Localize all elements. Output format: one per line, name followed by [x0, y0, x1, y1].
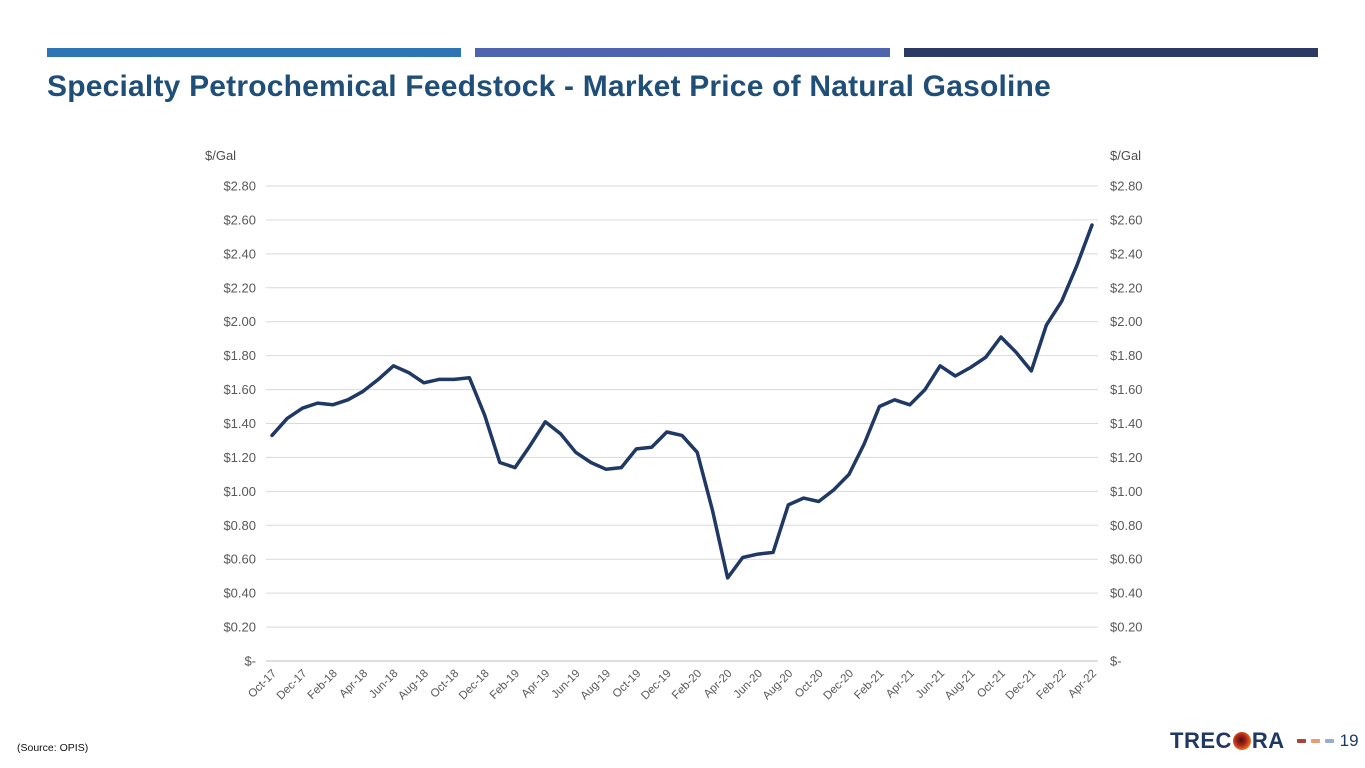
- y-tick-label-right: $2.80: [1110, 179, 1143, 194]
- x-tick-label: Aug-21: [943, 668, 978, 703]
- footer: TREC RA 19: [1170, 728, 1359, 754]
- y-tick-label-left: $-: [244, 654, 256, 669]
- x-tick-label: Aug-18: [396, 668, 431, 703]
- y-tick-label-right: $1.00: [1110, 484, 1143, 499]
- x-tick-label: Dec-21: [1004, 668, 1039, 703]
- x-tick-label: Apr-18: [337, 668, 370, 701]
- y-axis-unit-right: $/Gal: [1110, 148, 1142, 163]
- x-tick-label: Feb-19: [488, 668, 522, 702]
- x-tick-label: Feb-20: [670, 668, 704, 702]
- x-tick-label: Jun-19: [549, 668, 582, 701]
- footer-dashes: [1296, 739, 1334, 743]
- logo-text-ra: RA: [1251, 728, 1285, 753]
- x-tick-label: Oct-19: [611, 668, 644, 701]
- x-tick-label: Jun-18: [367, 668, 400, 701]
- trecora-logo: TREC RA: [1170, 728, 1285, 754]
- x-tick-label: Dec-18: [457, 668, 492, 703]
- source-note: (Source: OPIS): [17, 742, 89, 754]
- y-tick-label-right: $2.60: [1110, 212, 1143, 227]
- y-tick-label-right: $0.60: [1110, 552, 1143, 567]
- y-tick-label-left: $2.40: [223, 246, 256, 261]
- y-tick-label-right: $1.80: [1110, 348, 1143, 363]
- x-tick-label: Aug-19: [578, 668, 613, 703]
- x-tick-label: Feb-22: [1035, 668, 1069, 702]
- y-tick-label-left: $0.60: [223, 552, 256, 567]
- y-tick-label-right: $2.40: [1110, 246, 1143, 261]
- logo-globe-o-icon: [1232, 732, 1251, 750]
- x-tick-label: Apr-20: [702, 668, 735, 701]
- footer-dash-3: [1324, 739, 1334, 743]
- x-tick-label: Apr-19: [520, 668, 553, 701]
- y-tick-label-right: $2.20: [1110, 280, 1143, 295]
- price-line-chart: $2.80 $2.80 $2.60 $2.60 $2.40 $2.40 $2.20 $2.20…: [223, 179, 1143, 703]
- y-tick-label-left: $1.80: [223, 348, 256, 363]
- page-number: 19: [1339, 731, 1359, 750]
- x-tick-label: Jun-21: [914, 668, 947, 701]
- y-tick-label-left: $0.80: [223, 518, 256, 533]
- y-tick-label-left: $1.40: [223, 416, 256, 431]
- y-tick-label-left: $1.60: [223, 382, 256, 397]
- x-tick-label: Oct-20: [793, 668, 826, 701]
- accent-bar-3: [903, 48, 1318, 57]
- y-tick-label-left: $0.40: [223, 586, 256, 601]
- x-tick-label: Feb-18: [306, 668, 340, 702]
- y-tick-label-left: $2.80: [223, 179, 256, 194]
- y-tick-label-left: $2.00: [223, 314, 256, 329]
- y-tick-label-left: $1.00: [223, 484, 256, 499]
- y-tick-label-left: $1.20: [223, 450, 256, 465]
- y-tick-label-right: $1.60: [1110, 382, 1143, 397]
- x-tick-label: Oct-21: [975, 668, 1008, 701]
- y-tick-label-right: $1.20: [1110, 450, 1143, 465]
- y-tick-label-right: $1.40: [1110, 416, 1143, 431]
- price-line: [270, 223, 1094, 580]
- x-tick-label: Jun-20: [732, 668, 765, 701]
- x-tick-label: Aug-20: [761, 668, 796, 703]
- x-tick-label: Apr-21: [884, 668, 917, 701]
- x-tick-label: Dec-19: [639, 668, 674, 703]
- x-tick-label: Dec-17: [275, 668, 310, 703]
- accent-bar-2: [475, 48, 890, 57]
- slide-title: Specialty Petrochemical Feedstock - Mark…: [47, 70, 1051, 103]
- y-tick-label-right: $0.20: [1110, 620, 1143, 635]
- accent-bar-1: [47, 48, 462, 57]
- footer-dash-2: [1310, 739, 1320, 743]
- y-axis-unit-left: $/Gal: [205, 148, 237, 163]
- x-tick-label: Oct-18: [428, 668, 461, 701]
- x-tick-label: Feb-21: [852, 668, 886, 702]
- footer-dash-1: [1296, 739, 1306, 743]
- x-tick-label: Dec-20: [821, 668, 856, 703]
- y-tick-label-left: $2.60: [223, 212, 256, 227]
- y-tick-label-right: $-: [1110, 654, 1122, 669]
- y-tick-label-right: $0.80: [1110, 518, 1143, 533]
- logo-text-trec: TREC: [1170, 728, 1232, 753]
- x-tick-label: Apr-22: [1066, 668, 1099, 701]
- x-tick-label: Oct-17: [246, 668, 279, 701]
- y-tick-label-right: $0.40: [1110, 586, 1143, 601]
- y-tick-label-left: $0.20: [223, 620, 256, 635]
- y-tick-label-right: $2.00: [1110, 314, 1143, 329]
- header-accent-bars: [47, 48, 1318, 57]
- y-tick-label-left: $2.20: [223, 280, 256, 295]
